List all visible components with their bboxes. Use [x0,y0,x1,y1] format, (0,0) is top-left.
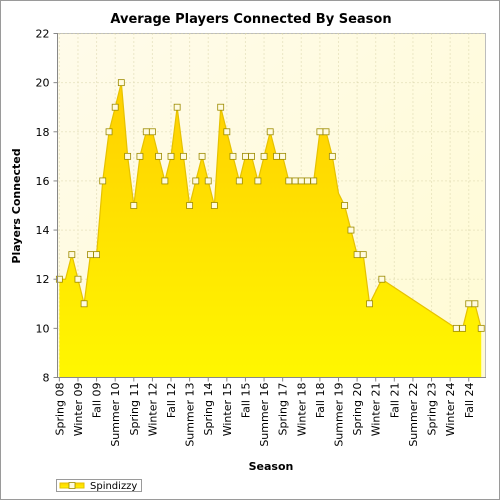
data-point-marker [149,128,156,136]
data-point-marker [198,152,206,160]
data-point-marker [459,324,467,332]
y-tick-label: 8 [43,372,50,385]
data-point-marker [248,152,255,160]
chart-title: Average Players Connected By Season [110,12,391,27]
x-tick-label: Fall 12 [165,383,178,419]
data-point-marker [229,152,237,160]
data-point-marker [124,152,132,160]
data-point-marker [111,103,119,111]
x-tick-label: Spring 11 [128,383,141,436]
y-tick-label: 16 [36,175,50,188]
x-tick-label: Winter 21 [370,383,383,437]
x-tick-label: Fall 09 [91,383,104,419]
x-tick-label: Fall 18 [314,383,327,419]
x-tick-label: Winter 15 [221,383,234,437]
data-point-marker [471,300,479,308]
data-point-marker [99,177,107,185]
data-point-marker [68,251,76,259]
data-point-marker [117,79,125,87]
data-point-marker [87,251,94,259]
data-point-marker [260,152,268,160]
legend-label: Spindizzy [90,481,137,492]
data-point-marker [341,202,349,209]
data-point-marker [285,177,293,185]
data-point-marker [316,128,324,136]
x-tick-label: Summer 19 [332,383,345,447]
x-tick-label: Summer 10 [109,383,122,447]
x-tick-label: Fall 21 [388,383,401,419]
x-tick-label: Spring 23 [426,383,439,436]
y-tick-label: 10 [36,322,50,335]
data-point-marker [291,177,299,185]
x-axis-ticks: Spring 08 Winter 09 Fall 09 Summer 10 Spring… [53,377,476,447]
data-point-marker [210,202,218,209]
data-point-marker [180,152,187,160]
x-tick-label: Summer 16 [258,383,271,447]
data-point-marker [359,251,367,259]
data-point-marker [192,177,200,185]
x-tick-label: Fall 15 [239,383,252,419]
data-point-marker [366,300,373,308]
data-point-marker [173,103,181,111]
data-point-marker [353,251,361,259]
x-tick-label: Spring 14 [202,383,215,436]
data-point-marker [347,226,355,234]
data-point-marker [452,324,460,332]
y-tick-label: 20 [36,77,50,90]
series-markers [55,79,485,332]
data-point-marker [130,202,138,209]
data-point-marker [465,300,473,308]
y-axis-title: Players Connected [10,148,23,263]
data-point-marker [223,128,231,136]
x-tick-label: Winter 24 [444,383,457,437]
x-tick-label: Fall 24 [463,383,476,419]
data-point-marker [273,152,280,160]
data-point-marker [310,177,318,185]
legend-marker [68,482,76,489]
x-tick-label: Winter 18 [295,383,308,437]
data-point-marker [74,275,82,283]
x-tick-label: Summer 22 [407,383,420,447]
data-point-marker [266,128,274,136]
data-point-marker [297,177,305,185]
data-point-marker [142,128,150,136]
series-area-fill [59,82,482,378]
data-point-marker [80,300,88,308]
data-point-marker [304,177,311,185]
data-point-marker [322,128,330,136]
data-point-marker [254,177,262,185]
y-axis-ticks: 8 10 12 14 16 18 20 22 [36,28,58,385]
legend: Spindizzy [56,479,142,492]
data-point-marker [105,128,113,136]
data-point-marker [204,177,212,185]
y-tick-label: 14 [36,224,50,237]
x-tick-label: Winter 12 [146,383,159,437]
data-point-marker [378,275,386,283]
data-point-marker [161,177,169,185]
x-tick-label: Summer 13 [184,383,197,447]
data-point-marker [217,103,225,111]
x-tick-label: Spring 20 [351,383,364,436]
data-point-marker [477,324,485,332]
y-tick-label: 12 [36,273,50,286]
data-point-marker [279,152,287,160]
x-tick-label: Winter 09 [72,383,85,437]
data-point-marker [235,177,243,185]
data-point-marker [155,152,162,160]
x-tick-label: Spring 08 [53,383,66,436]
data-point-marker [242,152,249,160]
data-point-marker [136,152,144,160]
data-point-marker [328,152,336,160]
data-point-marker [186,202,194,209]
x-tick-label: Spring 17 [277,383,290,436]
data-point-marker [167,152,175,160]
x-axis-title: Season [249,460,294,473]
y-tick-label: 18 [36,126,50,139]
data-point-marker [93,251,100,259]
y-tick-label: 22 [36,28,50,41]
